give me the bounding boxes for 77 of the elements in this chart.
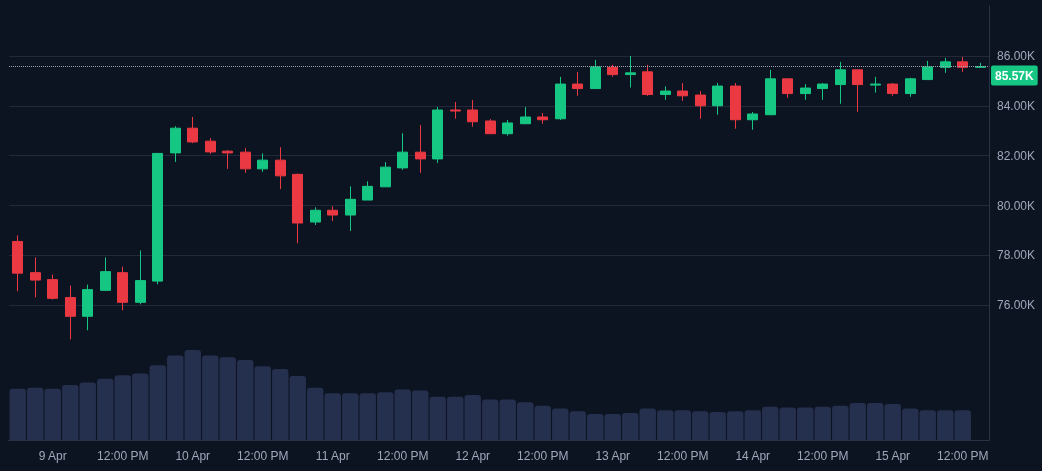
candlestick: [870, 76, 881, 94]
candlestick: [240, 147, 251, 174]
candlestick: [572, 71, 583, 97]
candlestick: [432, 106, 443, 164]
candlestick: [887, 82, 898, 97]
candlestick: [362, 180, 373, 201]
y-tick-label: 84.00K: [997, 98, 1036, 113]
candlestick: [222, 149, 233, 170]
candlestick: [327, 205, 338, 222]
y-tick-label: 86.00K: [997, 48, 1036, 63]
x-tick-label: 12:00 PM: [797, 449, 849, 463]
candlestick: [467, 99, 478, 128]
candlestick: [712, 82, 723, 116]
candlestick: [187, 116, 198, 144]
candlestick: [782, 78, 793, 99]
candlestick: [957, 56, 968, 73]
candlestick: [100, 256, 111, 291]
candlestick: [135, 249, 146, 305]
x-tick-label: 12:00 PM: [377, 449, 429, 463]
candlestick: [905, 77, 916, 98]
x-tick-label: 12:00 PM: [657, 449, 709, 463]
x-tick-label: 11 Apr: [315, 449, 350, 463]
candlestick: [747, 111, 758, 131]
candlestick: [415, 124, 426, 174]
x-tick-label: 10 Apr: [175, 449, 211, 463]
candlestick: [537, 112, 548, 125]
x-tick-label: 12:00 PM: [97, 449, 149, 463]
candlestick: [485, 118, 496, 135]
candlestick: [292, 173, 303, 244]
candlestick: [170, 125, 181, 163]
x-tick-label: 13 Apr: [595, 449, 631, 463]
bar: [954, 410, 971, 440]
x-tick-label: 14 Apr: [735, 449, 771, 463]
candlestick: [520, 106, 531, 125]
x-tick-label: 12:00 PM: [517, 449, 569, 463]
candlestick: [47, 274, 58, 301]
candlestick: [590, 59, 601, 90]
candlestick: [12, 234, 23, 292]
candlestick: [65, 285, 76, 340]
candlestick: [117, 266, 128, 311]
candlestick: [152, 152, 163, 285]
x-tick-label: 12:00 PM: [237, 449, 289, 463]
candlestick: [625, 55, 636, 89]
candlestick: [607, 64, 618, 78]
candlestick: [765, 69, 776, 116]
candlestick: [345, 185, 356, 232]
y-tick-label: 78.00K: [997, 248, 1036, 263]
y-tick-label: 76.00K: [997, 298, 1036, 313]
candlestick: [275, 146, 286, 190]
candlestick: [695, 90, 706, 120]
candlestick: [502, 119, 513, 137]
candlestick: [922, 60, 933, 81]
candlestick: [800, 83, 811, 101]
y-tick-label: 80.00K: [997, 198, 1036, 213]
candlestick: [817, 82, 828, 101]
x-tick-label: 12:00 PM: [937, 449, 989, 463]
y-tick-label: 82.00K: [997, 148, 1036, 163]
candlestick: [835, 61, 846, 105]
candlestick: [660, 85, 671, 101]
x-tick-label: 15 Apr: [875, 449, 911, 463]
candlestick: [310, 206, 321, 226]
candlestick: [940, 57, 951, 74]
candlestick: [257, 152, 268, 173]
candlestick: [82, 284, 93, 331]
candlestick: [205, 137, 216, 155]
candlestick: [380, 161, 391, 188]
candlestick: [30, 256, 41, 298]
x-tick-label: 9 Apr: [38, 449, 67, 463]
candlestick: [730, 82, 741, 130]
ref-line-label: 85.57K: [995, 68, 1035, 83]
candlestick: [555, 76, 566, 121]
candlestick: [677, 82, 688, 102]
x-tick-label: 12 Apr: [455, 449, 491, 463]
candlestick: [852, 69, 863, 113]
candlestick: [450, 101, 461, 120]
candlestick: [642, 64, 653, 97]
candlestick: [397, 132, 408, 171]
